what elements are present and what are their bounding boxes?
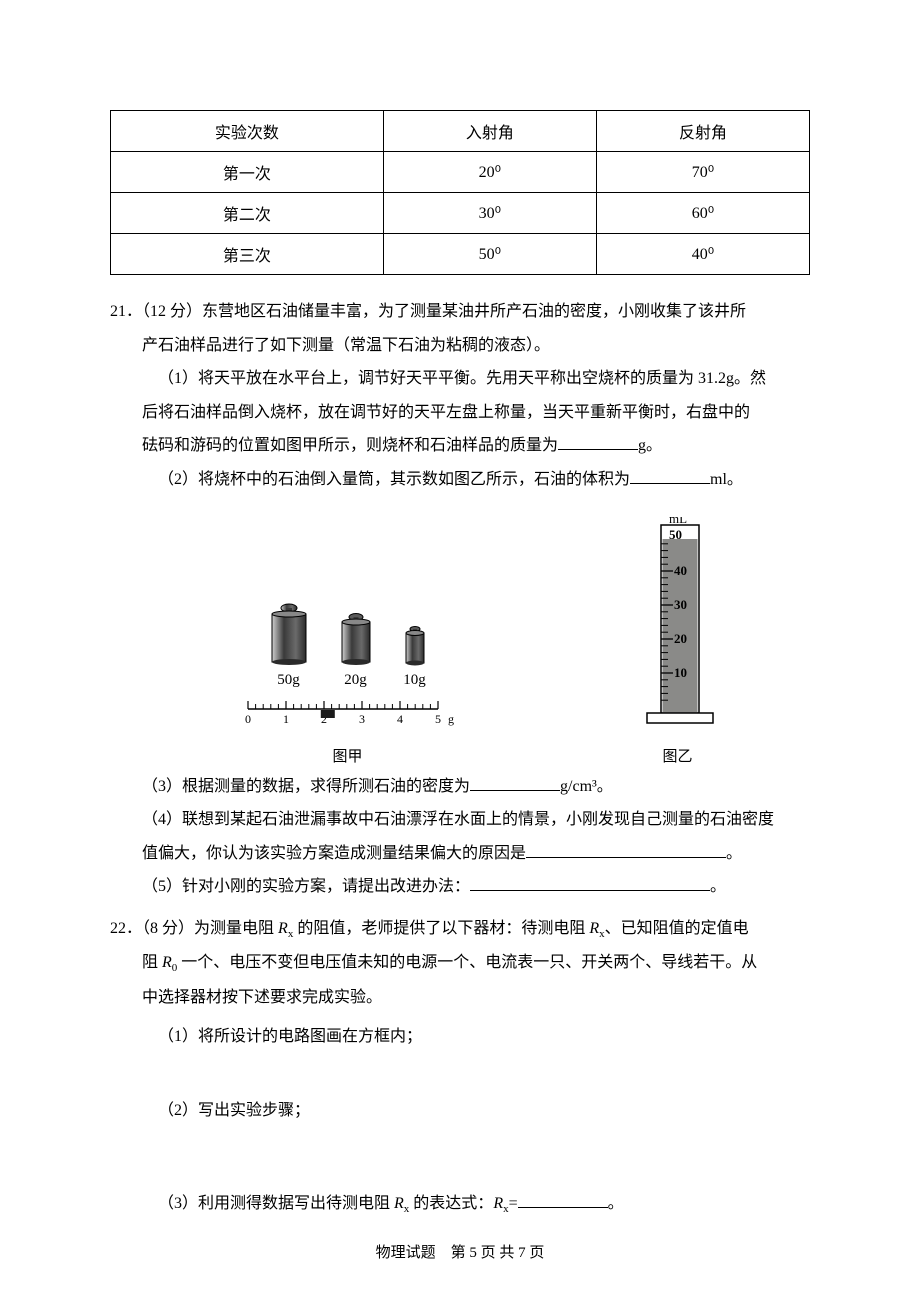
q21-p1-a: （1）将天平放在水平台上，调节好天平平衡。先用天平称出空烧杯的质量为 31.2g… (110, 362, 810, 396)
q22-p3-post: 。 (608, 1195, 624, 1212)
cell: 50⁰ (383, 234, 596, 275)
q21-p5-pre: （5）针对小刚的实验方案，请提出改进办法： (142, 878, 470, 895)
weight-10g: 10g (402, 624, 428, 689)
weight-20g: 20g (338, 610, 374, 689)
svg-text:3: 3 (359, 712, 365, 726)
footer-page: 5 (469, 1245, 477, 1261)
table-row: 第三次 50⁰ 40⁰ (111, 234, 810, 275)
weight-50g: 50g (268, 600, 310, 689)
cell: 40⁰ (596, 234, 809, 275)
ruler-unit: g (448, 712, 454, 726)
reflection-table: 实验次数 入射角 反射角 第一次 20⁰ 70⁰ 第二次 30⁰ 60⁰ 第三次… (110, 110, 810, 275)
cell: 20⁰ (383, 152, 596, 193)
ruler-ticks: 012345 (245, 701, 441, 726)
weight-label: 50g (277, 672, 300, 689)
answer-blank[interactable] (526, 842, 726, 858)
svg-text:5: 5 (435, 712, 441, 726)
q21-p4-a: （4）联想到某起石油泄漏事故中石油漂浮在水面上的情景，小刚发现自己测量的石油密度 (110, 803, 810, 837)
q21-p4-b-post: 。 (726, 845, 742, 862)
figures-row: 50g 20g (110, 517, 810, 766)
svg-text:4: 4 (397, 712, 403, 726)
col-header: 入射角 (383, 111, 596, 152)
svg-text:1: 1 (283, 712, 289, 726)
footer-total: 7 (518, 1245, 526, 1261)
figure-jia: 50g 20g (238, 600, 458, 766)
cell: 70⁰ (596, 152, 809, 193)
fig-jia-caption: 图甲 (332, 745, 362, 766)
q22-p1: （1）将所设计的电路图画在方框内； (110, 1020, 810, 1054)
weight-label: 20g (344, 672, 367, 689)
cyl-top-label: 50 (669, 527, 682, 542)
weight-icon (268, 600, 310, 666)
q22-p2: （2）写出实验步骤； (110, 1094, 810, 1128)
svg-text:20: 20 (674, 631, 687, 646)
q21-p1-c-pre: 砝码和游码的位置如图甲所示，则烧杯和石油样品的质量为 (142, 437, 558, 454)
svg-text:10: 10 (674, 665, 687, 680)
q22-intro-a: 为测量电阻 Rx 的阻值，老师提供了以下器材：待测电阻 Rx、已知阻值的定值电 (194, 920, 749, 937)
q-intro: 东营地区石油储量丰富，为了测量某油井所产石油的密度，小刚收集了该井所 (202, 303, 746, 320)
cell: 第三次 (111, 234, 384, 275)
ruler-scale: 012345 g (238, 697, 458, 737)
answer-blank[interactable] (558, 434, 638, 450)
svg-text:30: 30 (674, 597, 687, 612)
answer-blank[interactable] (518, 1192, 608, 1208)
cell: 第二次 (111, 193, 384, 234)
q21-p4-b-pre: 值偏大，你认为该实验方案造成测量结果偏大的原因是 (142, 845, 526, 862)
question-22: 22．（8 分）为测量电阻 Rx 的阻值，老师提供了以下器材：待测电阻 Rx、已… (110, 912, 810, 1222)
cell: 30⁰ (383, 193, 596, 234)
q22-intro-b: 阻 R0 一个、电压不变但电压值未知的电源一个、电流表一只、开关两个、导线若干。… (110, 946, 810, 980)
q22-p3: （3）利用测得数据写出待测电阻 Rx 的表达式：Rx=。 (110, 1187, 810, 1221)
cyl-unit: mL (669, 517, 687, 526)
q22-intro-c: 中选择器材按下述要求完成实验。 (110, 981, 810, 1015)
weight-icon (402, 624, 428, 666)
q21-p2-pre: （2）将烧杯中的石油倒入量筒，其示数如图乙所示，石油的体积为 (158, 471, 630, 488)
svg-text:0: 0 (245, 712, 251, 726)
q21-p1-b: 后将石油样品倒入烧杯，放在调节好的天平左盘上称量，当天平重新平衡时，右盘中的 (110, 396, 810, 430)
footer-text: 页 (526, 1245, 545, 1261)
weights-row: 50g 20g (268, 600, 428, 689)
rider-icon (320, 710, 334, 718)
weight-label: 10g (403, 672, 426, 689)
answer-blank[interactable] (470, 775, 560, 791)
table-row: 第一次 20⁰ 70⁰ (111, 152, 810, 193)
fig-yi-caption: 图乙 (662, 745, 692, 766)
weight-icon (338, 610, 374, 666)
table-row: 第二次 30⁰ 60⁰ (111, 193, 810, 234)
figure-yi: mL 50 10 20 30 40 图乙 (633, 517, 723, 766)
answer-blank[interactable] (630, 468, 710, 484)
q-intro-cont: 产石油样品进行了如下测量（常温下石油为粘稠的液态）。 (110, 329, 810, 363)
cylinder-icon: mL 50 10 20 30 40 (633, 517, 723, 737)
footer-text: 页 共 (477, 1245, 518, 1261)
svg-text:40: 40 (674, 563, 687, 578)
answer-blank[interactable] (470, 875, 710, 891)
cell: 60⁰ (596, 193, 809, 234)
footer-text: 物理试题 第 (376, 1245, 470, 1261)
q21-p5-post: 。 (710, 878, 726, 895)
q-points: （12 分） (142, 303, 202, 320)
question-21: 21．（12 分）东营地区石油储量丰富，为了测量某油井所产石油的密度，小刚收集了… (110, 295, 810, 904)
q-points: （8 分） (142, 920, 194, 937)
q-number: 22． (110, 920, 142, 937)
cell: 第一次 (111, 152, 384, 193)
page-footer: 物理试题 第 5 页 共 7 页 (0, 1241, 920, 1262)
table-header-row: 实验次数 入射角 反射角 (111, 111, 810, 152)
q-number: 21． (110, 303, 142, 320)
q21-p2-post: ml。 (710, 471, 743, 488)
q21-p3-post: g/cm³。 (560, 778, 613, 795)
col-header: 实验次数 (111, 111, 384, 152)
q21-p3-pre: （3）根据测量的数据，求得所测石油的密度为 (142, 778, 470, 795)
col-header: 反射角 (596, 111, 809, 152)
q21-p1-c-post: g。 (638, 437, 662, 454)
